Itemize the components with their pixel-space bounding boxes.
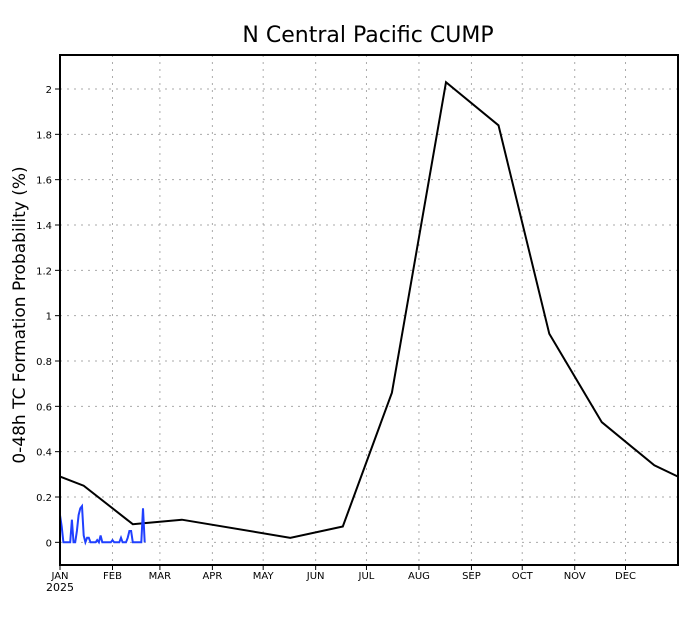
y-tick-label: 0.4 <box>36 448 52 459</box>
plot-frame <box>59 54 679 566</box>
x-tick-label: DEC <box>615 571 636 582</box>
x-tick-label: NOV <box>564 571 586 582</box>
y-axis-label: 0-48h TC Formation Probability (%) <box>10 166 30 463</box>
x-tick-label: JAN <box>50 571 68 582</box>
x-tick-label: FEB <box>103 571 122 582</box>
x-tick-label: MAY <box>253 571 275 582</box>
y-tick-label: 1.4 <box>36 221 52 232</box>
y-tick-label: 2 <box>46 85 52 96</box>
series-line-2025-daily <box>59 503 146 546</box>
y-tick-label: 1.8 <box>36 130 52 141</box>
y-tick-label: 1.2 <box>36 266 52 277</box>
x-tick-label: SEP <box>462 571 481 582</box>
series-line-climatology <box>59 80 679 539</box>
x-tick-label: APR <box>202 571 222 582</box>
y-tick-label: 0.2 <box>36 493 52 504</box>
y-tick-label: 1 <box>46 312 52 323</box>
y-tick-label: 1.6 <box>36 176 52 187</box>
chart-title: N Central Pacific CUMP <box>242 23 493 48</box>
x-tick-label: JUN <box>306 571 325 582</box>
x-tick-label: MAR <box>149 571 171 582</box>
y-tick-label: 0.6 <box>36 402 52 413</box>
x-tick-label: AUG <box>408 571 430 582</box>
x-tick-label: OCT <box>512 571 534 582</box>
y-tick-label: 0.8 <box>36 357 52 368</box>
y-tick-label: 0 <box>46 538 52 549</box>
x-tick-label: JUL <box>358 571 375 582</box>
year-label: 2025 <box>46 581 74 594</box>
